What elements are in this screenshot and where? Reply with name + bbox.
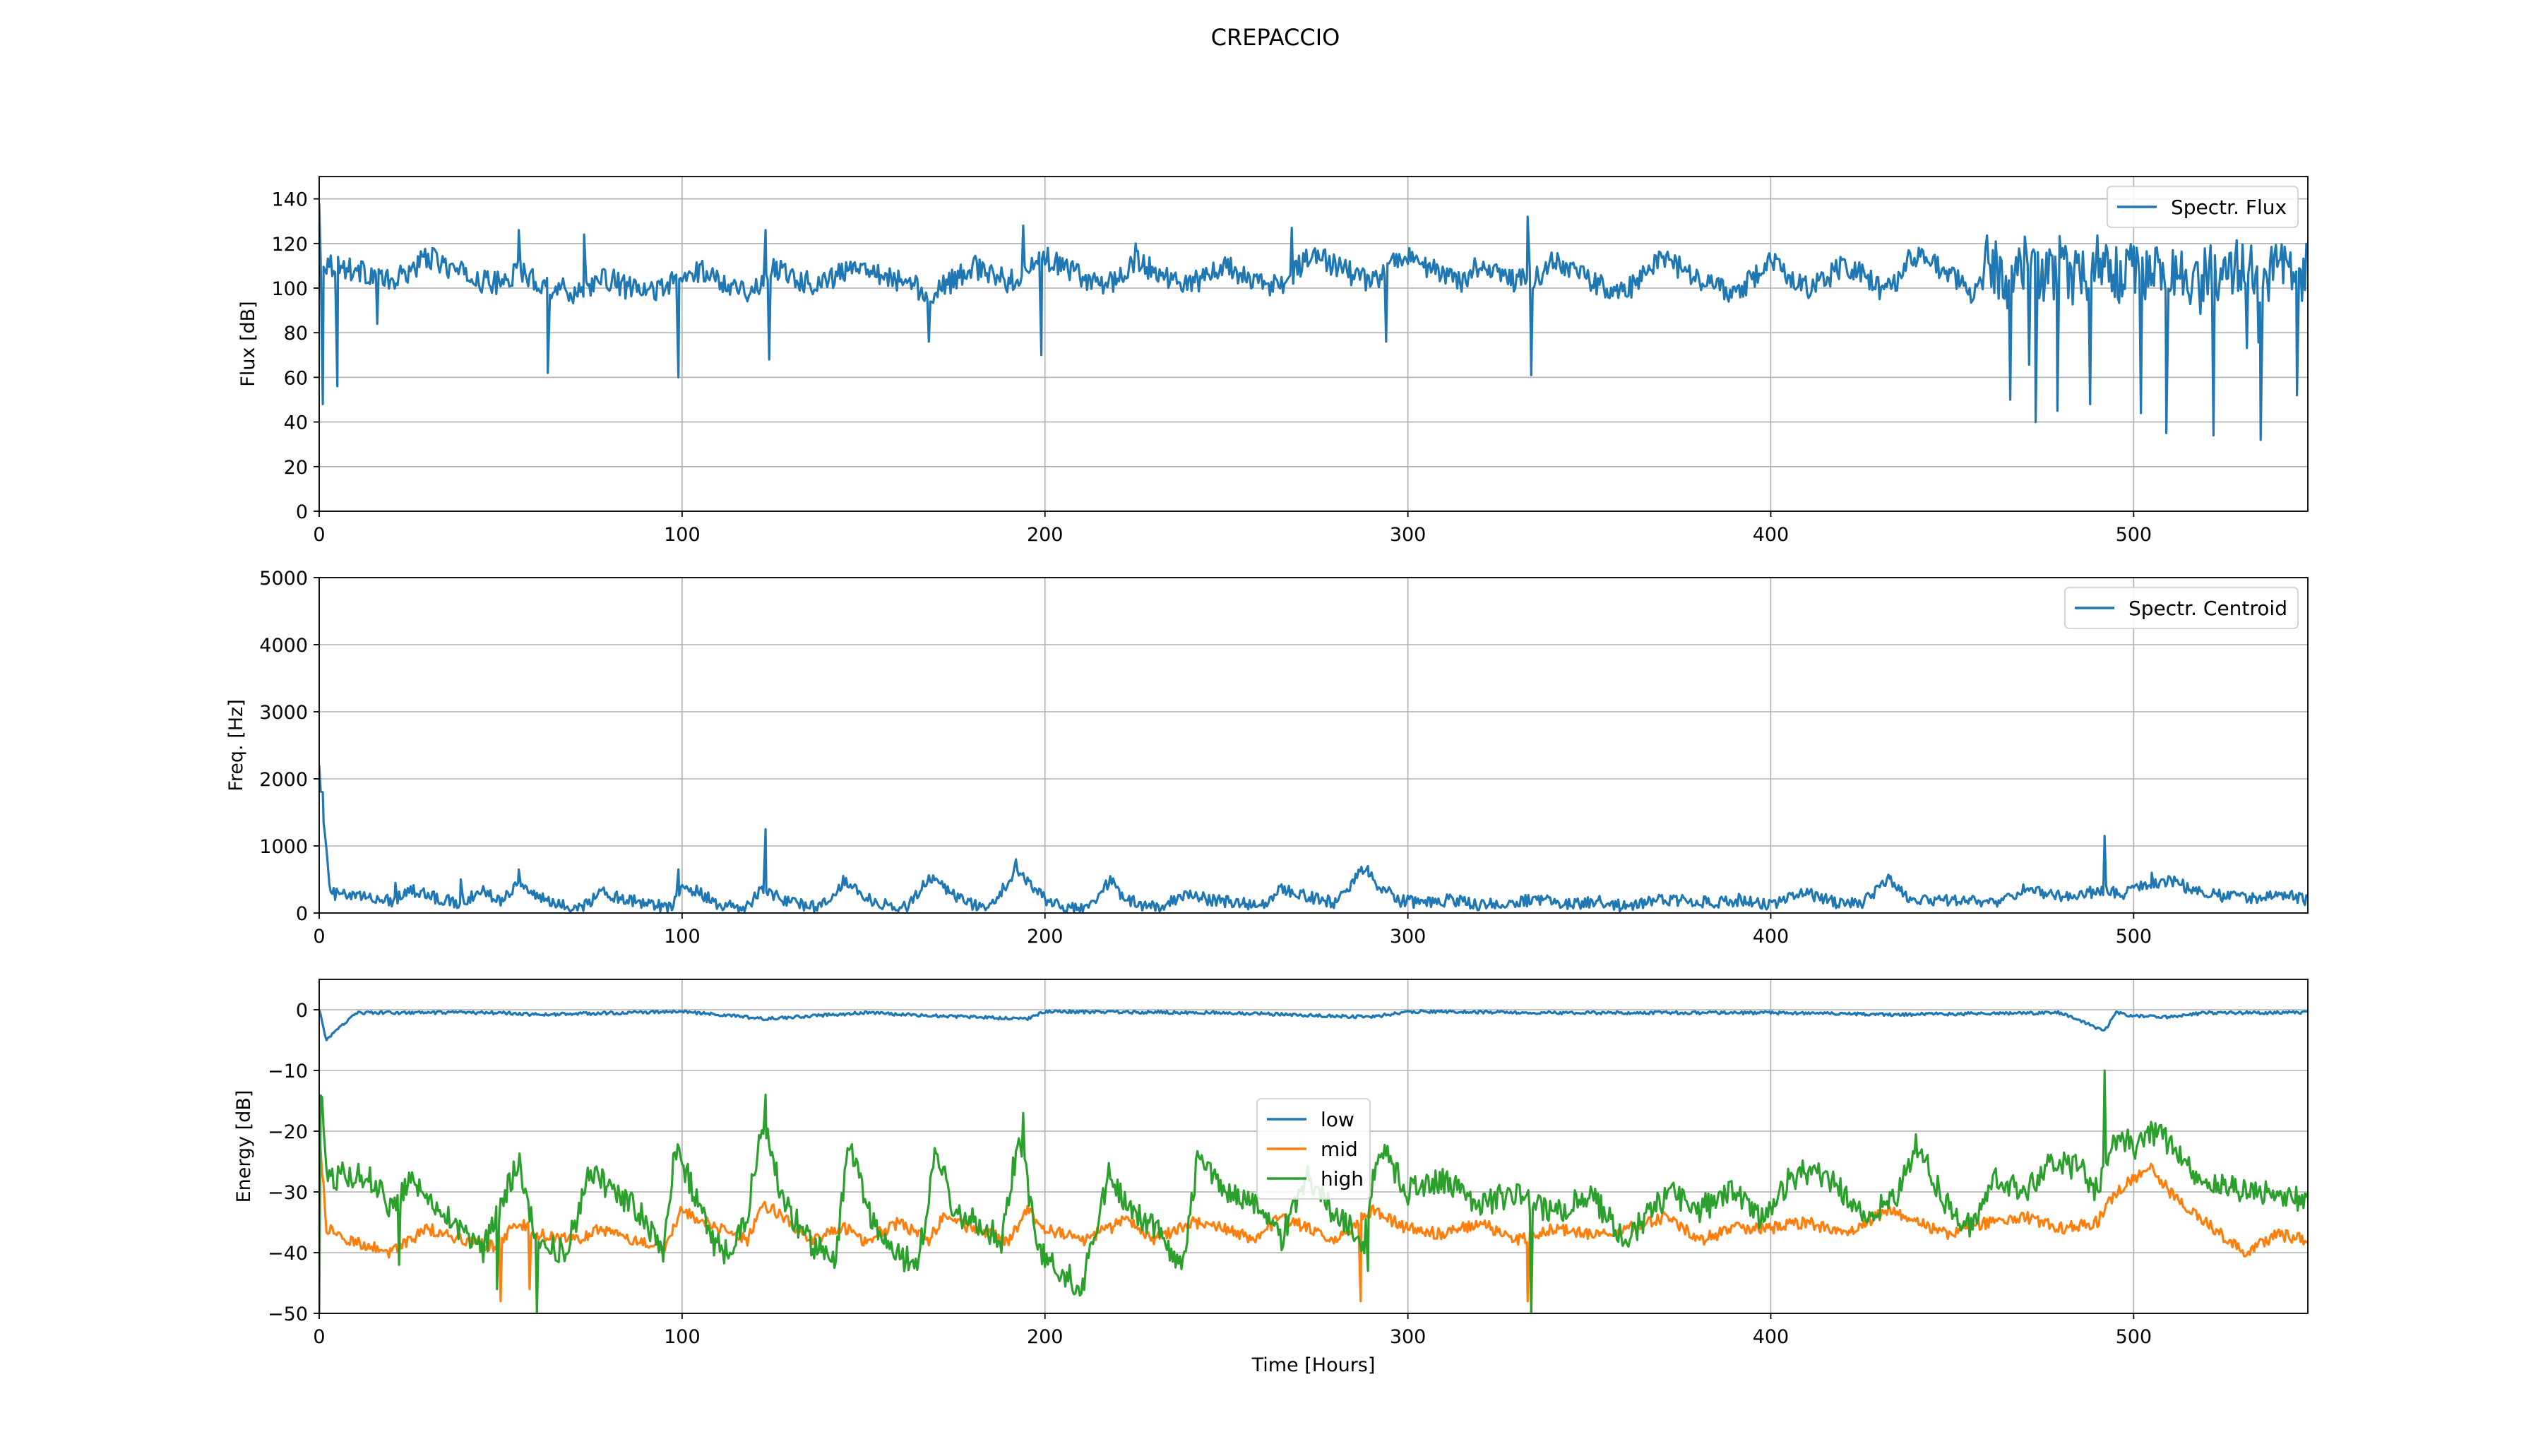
legend-box [1256, 1098, 1371, 1200]
legend: low mid high [1256, 1098, 1371, 1200]
subplot-3: 0 100 200 300 400 500 −50 −40 −30 −20 −10 0 Energy [… [233, 979, 2309, 1376]
legend-label: low [1321, 1108, 1354, 1131]
y-tick-label: 120 [271, 234, 308, 256]
x-tick-label: 200 [1027, 1326, 1064, 1348]
y-tick-label: −50 [268, 1303, 308, 1325]
x-tick-label: 0 [313, 524, 325, 546]
x-axis-label: Time [Hours] [1251, 1354, 1376, 1376]
y-tick-label: 1000 [259, 836, 308, 858]
y-tick-label: −40 [268, 1243, 308, 1265]
y-tick-label: 0 [296, 903, 308, 925]
x-tick-label: 0 [313, 926, 325, 948]
x-tick-label: 400 [1753, 524, 1789, 546]
axes-frame [318, 577, 2309, 914]
x-tick-label: 400 [1753, 926, 1789, 948]
x-tick-label: 400 [1753, 1326, 1789, 1348]
series-line-low [319, 1009, 2308, 1042]
series-line-spectr-flux [319, 203, 2308, 441]
legend-label: Spectr. Flux [2171, 196, 2287, 219]
y-tick-label: 40 [284, 412, 308, 434]
x-tick-label: 200 [1027, 524, 1064, 546]
subplot-1: 0 100 200 300 400 500 0 20 40 60 80 100 120 140 Flux [… [237, 176, 2309, 546]
y-tick-label: 5000 [259, 568, 308, 590]
x-tick-label: 0 [313, 1326, 325, 1348]
legend-box [2064, 587, 2299, 629]
y-tick-label: 4000 [259, 635, 308, 657]
legend-label: high [1321, 1167, 1364, 1191]
y-tick-label: 2000 [259, 769, 308, 791]
y-tick-label: 140 [271, 189, 308, 211]
y-tick-label: 0 [296, 1000, 308, 1022]
legend-label: mid [1321, 1138, 1358, 1161]
y-tick-label: 100 [271, 278, 308, 300]
x-tick-label: 100 [664, 1326, 701, 1348]
legend-label: Spectr. Centroid [2128, 597, 2287, 620]
x-tick-label: 100 [664, 524, 701, 546]
y-tick-label: 3000 [259, 702, 308, 724]
x-tick-label: 100 [664, 926, 701, 948]
y-tick-label: 20 [284, 457, 308, 479]
x-tick-label: 500 [2116, 1326, 2152, 1348]
axes-frame [318, 176, 2309, 512]
x-tick-label: 300 [1390, 926, 1427, 948]
series-line-spectr-centroid [319, 765, 2308, 913]
y-axis-label: Energy [dB] [233, 1090, 255, 1203]
x-tick-label: 200 [1027, 926, 1064, 948]
y-tick-label: −20 [268, 1121, 308, 1143]
y-axis-label: Flux [dB] [237, 301, 259, 386]
x-tick-label: 300 [1390, 1326, 1427, 1348]
legend: Spectr. Centroid [2064, 587, 2299, 629]
x-tick-label: 300 [1390, 524, 1427, 546]
legend: Spectr. Flux [2107, 186, 2299, 228]
y-axis-label: Freq. [Hz] [225, 699, 247, 792]
y-tick-label: −30 [268, 1182, 308, 1204]
axes-frame [318, 979, 2309, 1314]
x-tick-label: 500 [2116, 524, 2152, 546]
legend-box [2107, 186, 2299, 228]
y-tick-label: 80 [284, 323, 308, 345]
figure-title: CREPACCIO [1211, 24, 1340, 51]
y-tick-label: −10 [268, 1061, 308, 1082]
y-tick-label: 60 [284, 367, 308, 389]
x-tick-label: 500 [2116, 926, 2152, 948]
y-tick-label: 0 [296, 501, 308, 523]
subplot-2: 0 100 200 300 400 500010002000300040005000Fre… [225, 568, 2309, 948]
